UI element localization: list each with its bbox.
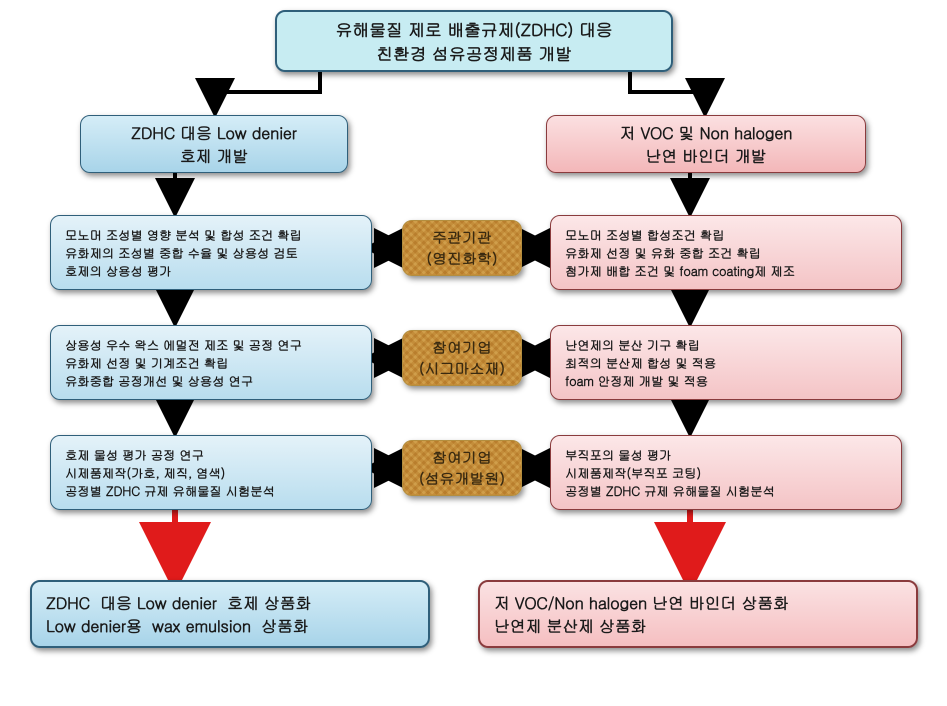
org-box-1: 주관기관(영진화학)	[402, 220, 522, 276]
org-box-2: 참여기업(시그마소재)	[402, 330, 522, 386]
right-detail-row-2: 난연제의 분산 기구 확립최적의 분산제 합성 및 적용foam 안정제 개발 …	[550, 325, 902, 400]
arrow-black	[215, 72, 320, 106]
left-result-box: ZDHC 대응 Low denier 호제 상품화Low denier용 wax…	[30, 580, 430, 648]
right-detail-row-3: 부직포의 물성 평가시제품제작(부직포 코팅)공정별 ZDHC 규제 유해물질 …	[550, 435, 902, 510]
left-header-box: ZDHC 대응 Low denier호제 개발	[80, 115, 348, 173]
right-detail-row-1: 모노머 조성별 합성조건 확립유화제 선정 및 유화 중합 조건 확립첨가제 배…	[550, 215, 902, 290]
left-detail-row-3: 호제 물성 평가 공정 연구시제품제작(가호, 제직, 염색)공정별 ZDHC …	[50, 435, 372, 510]
right-result-box: 저 VOC/Non halogen 난연 바인더 상품화난연제 분산제 상품화	[478, 580, 918, 648]
top-title-box: 유해물질 제로 배출규제(ZDHC) 대응친환경 섬유공정제품 개발	[275, 10, 673, 72]
left-detail-row-2: 상용성 우수 왁스 에멀전 제조 및 공정 연구유화제 선정 및 기계조건 확립…	[50, 325, 372, 400]
right-header-box: 저 VOC 및 Non halogen난연 바인더 개발	[546, 115, 866, 173]
org-box-3: 참여기업(섬유개발원)	[402, 440, 522, 496]
left-detail-row-1: 모노머 조성별 영향 분석 및 합성 조건 확립유화제의 조성별 중합 수율 및…	[50, 215, 372, 290]
arrow-black	[630, 72, 705, 106]
